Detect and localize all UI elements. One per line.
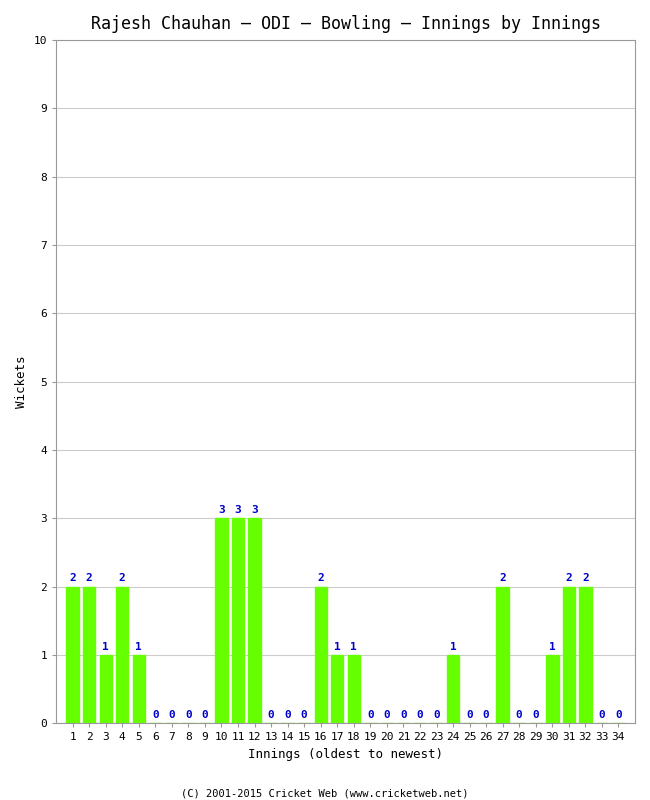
Bar [447, 655, 460, 723]
Text: 2: 2 [317, 574, 324, 583]
Text: 1: 1 [135, 642, 142, 652]
Text: 1: 1 [334, 642, 341, 652]
Text: 3: 3 [235, 505, 241, 515]
Text: 3: 3 [251, 505, 258, 515]
Text: 0: 0 [301, 710, 307, 720]
Text: 0: 0 [466, 710, 473, 720]
Text: 1: 1 [549, 642, 556, 652]
Text: 0: 0 [152, 710, 159, 720]
Bar [315, 586, 327, 723]
Text: 0: 0 [615, 710, 622, 720]
Bar [66, 586, 79, 723]
Text: 0: 0 [268, 710, 274, 720]
Bar [248, 518, 261, 723]
Title: Rajesh Chauhan – ODI – Bowling – Innings by Innings: Rajesh Chauhan – ODI – Bowling – Innings… [90, 15, 601, 33]
Bar [331, 655, 343, 723]
X-axis label: Innings (oldest to newest): Innings (oldest to newest) [248, 748, 443, 761]
Text: 0: 0 [400, 710, 407, 720]
Y-axis label: Wickets: Wickets [15, 355, 28, 408]
Bar [579, 586, 592, 723]
Bar [99, 655, 112, 723]
Text: 1: 1 [102, 642, 109, 652]
Text: 2: 2 [86, 574, 92, 583]
Text: (C) 2001-2015 Cricket Web (www.cricketweb.net): (C) 2001-2015 Cricket Web (www.cricketwe… [181, 788, 469, 798]
Bar [563, 586, 575, 723]
Text: 0: 0 [202, 710, 208, 720]
Bar [232, 518, 244, 723]
Text: 0: 0 [417, 710, 423, 720]
Text: 0: 0 [384, 710, 390, 720]
Text: 0: 0 [599, 710, 605, 720]
Text: 0: 0 [483, 710, 489, 720]
Bar [348, 655, 360, 723]
Bar [497, 586, 509, 723]
Text: 0: 0 [185, 710, 192, 720]
Text: 3: 3 [218, 505, 225, 515]
Text: 2: 2 [582, 574, 589, 583]
Text: 2: 2 [566, 574, 572, 583]
Text: 2: 2 [70, 574, 76, 583]
Bar [546, 655, 558, 723]
Text: 1: 1 [450, 642, 456, 652]
Text: 2: 2 [499, 574, 506, 583]
Text: 0: 0 [433, 710, 440, 720]
Bar [215, 518, 227, 723]
Bar [83, 586, 96, 723]
Text: 0: 0 [168, 710, 176, 720]
Bar [133, 655, 145, 723]
Text: 0: 0 [367, 710, 374, 720]
Text: 1: 1 [350, 642, 358, 652]
Text: 0: 0 [516, 710, 523, 720]
Text: 2: 2 [119, 574, 125, 583]
Text: 0: 0 [284, 710, 291, 720]
Bar [116, 586, 129, 723]
Text: 0: 0 [532, 710, 539, 720]
